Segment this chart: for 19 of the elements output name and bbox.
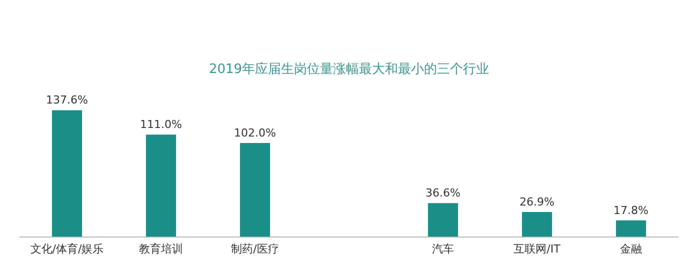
bar bbox=[146, 134, 176, 237]
data-label: 137.6% bbox=[46, 94, 88, 107]
bar bbox=[428, 203, 458, 237]
x-tick-label: 汽车 bbox=[432, 242, 454, 256]
x-tick-label: 制药/医疗 bbox=[231, 242, 279, 256]
x-tick-label: 金融 bbox=[620, 242, 642, 256]
x-tick-label: 教育培训 bbox=[139, 242, 183, 256]
bar bbox=[240, 142, 270, 237]
chart-title: 2019年应届生岗位量涨幅最大和最小的三个行业 bbox=[208, 61, 490, 78]
data-label: 17.8% bbox=[614, 204, 648, 217]
bar bbox=[522, 212, 552, 237]
bar bbox=[616, 220, 646, 237]
x-tick-label: 文化/体育/娱乐 bbox=[30, 242, 104, 256]
data-label: 111.0% bbox=[140, 118, 182, 132]
x-tick-label: 互联网/IT bbox=[514, 242, 561, 256]
data-label: 36.6% bbox=[426, 186, 460, 200]
data-label: 102.0% bbox=[234, 126, 276, 140]
bar bbox=[52, 110, 82, 237]
data-label: 26.9% bbox=[520, 195, 554, 208]
